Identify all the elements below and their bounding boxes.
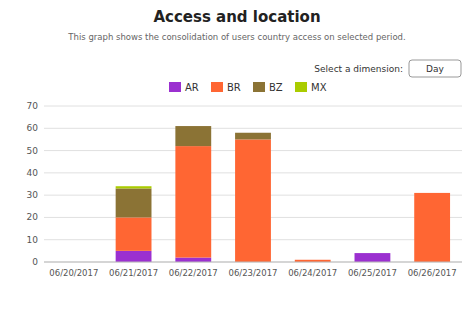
- title: Access and location: [153, 8, 320, 26]
- bar-segment: [355, 253, 391, 254]
- legend-label: MX: [311, 82, 327, 93]
- bar-segment: [414, 192, 450, 193]
- bar-segment: [235, 133, 271, 140]
- legend-label: BR: [227, 82, 241, 93]
- legend-swatch: [169, 82, 181, 92]
- selector-label: Select a dimension:: [314, 64, 403, 74]
- bar-segment: [235, 139, 271, 262]
- bar-segment: [414, 193, 450, 262]
- x-tick-label: 06/26/2017: [408, 268, 457, 278]
- subtitle: This graph shows the consolidation of us…: [67, 32, 405, 42]
- y-tick-label: 20: [27, 212, 39, 222]
- bar-segment: [116, 188, 152, 217]
- grid-line: [44, 106, 462, 107]
- legend-swatch: [253, 82, 265, 92]
- bars: [116, 126, 450, 262]
- y-tick-label: 40: [27, 168, 39, 178]
- bar-segment: [235, 132, 271, 133]
- bar-segment: [175, 258, 211, 262]
- legend-swatch: [211, 82, 223, 92]
- selector-value[interactable]: Day: [426, 64, 444, 74]
- bar-segment: [355, 253, 391, 262]
- bar-segment: [295, 259, 331, 260]
- bar-segment: [355, 253, 391, 254]
- y-tick-label: 50: [27, 146, 39, 156]
- y-tick-label: 30: [27, 190, 39, 200]
- legend: AR BR BZ MX: [169, 82, 327, 93]
- x-axis-line: [44, 262, 462, 263]
- y-tick-label: 60: [27, 123, 39, 133]
- bar-segment: [414, 192, 450, 193]
- x-tick-label: 06/22/2017: [169, 268, 218, 278]
- bar-segment: [175, 126, 211, 127]
- y-tick-label: 0: [32, 257, 38, 267]
- grid-line: [44, 262, 462, 263]
- x-tick-label: 06/20/2017: [49, 268, 98, 278]
- legend-swatch: [295, 82, 307, 92]
- bar-segment: [175, 126, 211, 146]
- legend-label: AR: [185, 82, 199, 93]
- grid: [44, 106, 462, 262]
- bar-segment: [355, 253, 391, 254]
- x-tick-label: 06/25/2017: [348, 268, 397, 278]
- bar-segment: [116, 251, 152, 262]
- y-tick-label: 10: [27, 235, 39, 245]
- chart: Access and location This graph shows the …: [0, 0, 474, 316]
- grid-line: [44, 128, 462, 129]
- selector-box[interactable]: [409, 60, 461, 77]
- x-tick-label: 06/21/2017: [109, 268, 158, 278]
- x-tick-label: 06/23/2017: [229, 268, 278, 278]
- x-tick-label: 06/24/2017: [288, 268, 337, 278]
- y-tick-label: 70: [27, 101, 39, 111]
- bar-segment: [116, 217, 152, 250]
- bar-segment: [116, 186, 152, 188]
- bar-segment: [175, 146, 211, 257]
- bar-segment: [295, 259, 331, 260]
- legend-label: BZ: [269, 82, 283, 93]
